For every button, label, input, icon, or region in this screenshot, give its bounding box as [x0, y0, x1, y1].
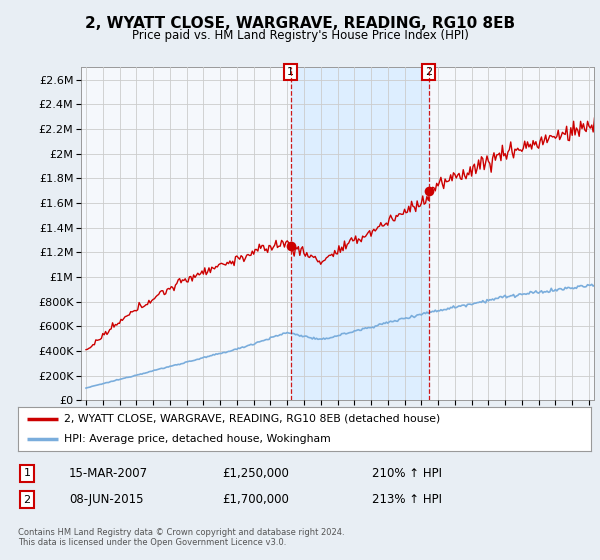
Text: 213% ↑ HPI: 213% ↑ HPI [372, 493, 442, 506]
Text: 1: 1 [287, 67, 294, 77]
Text: Contains HM Land Registry data © Crown copyright and database right 2024.
This d: Contains HM Land Registry data © Crown c… [18, 528, 344, 547]
Text: 210% ↑ HPI: 210% ↑ HPI [372, 466, 442, 480]
Text: Price paid vs. HM Land Registry's House Price Index (HPI): Price paid vs. HM Land Registry's House … [131, 29, 469, 42]
Text: £1,700,000: £1,700,000 [222, 493, 289, 506]
Text: 2: 2 [425, 67, 432, 77]
Bar [290, 67, 428, 400]
Text: HPI: Average price, detached house, Wokingham: HPI: Average price, detached house, Woki… [64, 434, 331, 444]
Text: 08-JUN-2015: 08-JUN-2015 [69, 493, 143, 506]
Text: 2: 2 [23, 494, 31, 505]
Text: £1,250,000: £1,250,000 [222, 466, 289, 480]
Text: 2, WYATT CLOSE, WARGRAVE, READING, RG10 8EB: 2, WYATT CLOSE, WARGRAVE, READING, RG10 … [85, 16, 515, 31]
Text: 1: 1 [23, 468, 31, 478]
Text: 2, WYATT CLOSE, WARGRAVE, READING, RG10 8EB (detached house): 2, WYATT CLOSE, WARGRAVE, READING, RG10 … [64, 414, 440, 424]
Text: 15-MAR-2007: 15-MAR-2007 [69, 466, 148, 480]
